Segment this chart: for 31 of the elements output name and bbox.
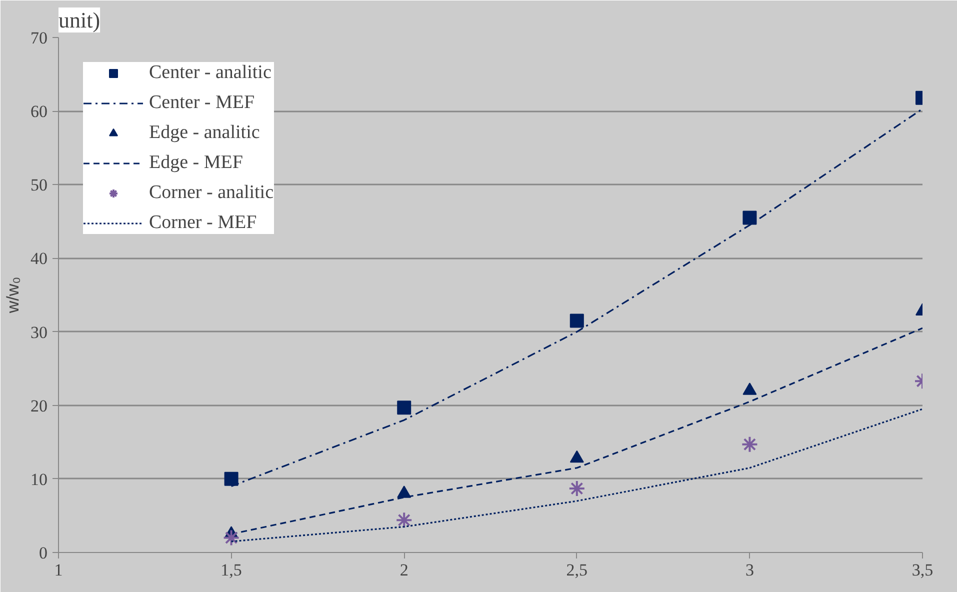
line-series: [230, 408, 922, 542]
x-tick-label: 1,5: [220, 560, 242, 580]
y-tick-label: 40: [30, 249, 48, 268]
point: [397, 400, 412, 415]
point: [741, 436, 758, 453]
y-tick-label: 20: [30, 396, 48, 416]
legend-label: Edge - analitic: [149, 122, 260, 144]
point: [568, 480, 586, 497]
point: [224, 472, 238, 486]
y-tick-label: 50: [30, 176, 48, 195]
x-tick-label: 1: [54, 560, 63, 580]
y-axis-title: w/w₀: [4, 276, 22, 314]
y-tick-label: 30: [30, 322, 48, 342]
point: [742, 210, 757, 225]
y-tick-label: 70: [30, 28, 48, 48]
y-tick-label: 10: [30, 470, 48, 489]
point: [570, 314, 584, 328]
legend-label: Center - MEF: [149, 92, 255, 114]
x-tick-label: 3: [745, 560, 754, 580]
y-tick-label: 0: [39, 544, 48, 562]
legend-label: Corner - MEF: [149, 212, 257, 234]
legend-label: Edge - MEF: [149, 152, 243, 174]
y-tick-label: 60: [30, 102, 48, 122]
point: [396, 512, 413, 529]
legend-label: Center - analitic: [149, 62, 272, 84]
x-tick-label: 2: [400, 560, 408, 580]
chart-title: unit): [58, 8, 100, 32]
legend-label: Corner - analitic: [149, 182, 274, 204]
x-tick-label: 2,5: [566, 560, 588, 580]
point: [222, 529, 240, 546]
x-tick-label: 3,5: [912, 560, 934, 580]
